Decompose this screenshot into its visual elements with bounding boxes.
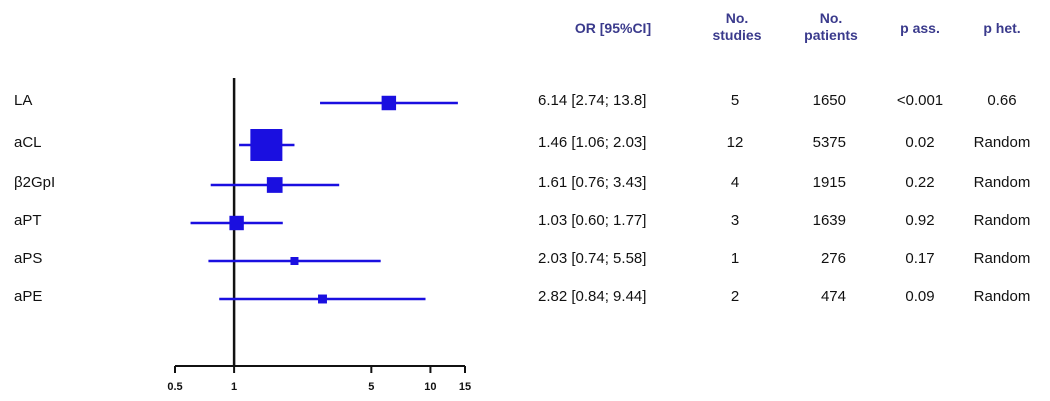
or-ci-cell: 1.61 [0.76; 3.43] [538, 174, 647, 191]
or-marker [290, 257, 299, 265]
forest-plot: 0.5 1 5 10 15 [167, 78, 471, 393]
patients-cell: 276 [820, 250, 846, 267]
studies-cell: 2 [730, 288, 740, 305]
patients-cell: 1639 [812, 212, 846, 229]
studies-cell: 12 [726, 134, 744, 151]
header-p-ass: p ass. [900, 20, 940, 36]
studies-cell: 4 [730, 174, 740, 191]
header-patients: No. patients [786, 10, 876, 44]
header-patients-line1: No. [819, 10, 843, 26]
row-label: β2GpI [14, 174, 56, 191]
x-tick-label: 15 [459, 381, 471, 393]
p-ass-cell: 0.02 [905, 134, 935, 151]
p-het-cell: Random [973, 174, 1031, 191]
p-het-cell: Random [973, 288, 1031, 305]
header-studies-line1: No. [725, 10, 749, 26]
or-marker [266, 177, 283, 193]
row-label: LA [14, 92, 33, 109]
p-ass-cell: 0.17 [905, 250, 935, 267]
or-ci-cell: 1.46 [1.06; 2.03] [538, 134, 647, 151]
row-label: aPE [14, 288, 43, 305]
p-ass-cell: 0.09 [905, 288, 935, 305]
or-ci-cell: 6.14 [2.74; 13.8] [538, 92, 647, 109]
patients-cell: 474 [820, 288, 846, 305]
or-marker [250, 129, 283, 161]
or-ci-cell: 2.03 [0.74; 5.58] [538, 250, 647, 267]
row-label: aPS [14, 250, 43, 267]
p-het-cell: Random [973, 212, 1031, 229]
p-ass-cell: 0.22 [905, 174, 935, 191]
studies-cell: 3 [730, 212, 740, 229]
x-tick-label: 1 [231, 381, 237, 393]
patients-cell: 1915 [812, 174, 846, 191]
header-p-het: p het. [983, 20, 1021, 36]
p-het-cell: Random [973, 134, 1031, 151]
studies-cell: 1 [730, 250, 740, 267]
row-label: aPT [14, 212, 42, 229]
p-ass-cell: <0.001 [896, 92, 944, 109]
header-or-ci: OR [95%CI] [574, 20, 652, 36]
studies-cell: 5 [730, 92, 740, 109]
row-label: aCL [14, 134, 42, 151]
or-ci-cell: 1.03 [0.60; 1.77] [538, 212, 647, 229]
patients-cell: 5375 [812, 134, 846, 151]
x-tick-label: 0.5 [167, 381, 182, 393]
or-marker [318, 294, 327, 304]
patients-cell: 1650 [812, 92, 846, 109]
x-tick-label: 5 [368, 381, 374, 393]
header-patients-line2: patients [804, 27, 858, 43]
header-studies: No. studies [692, 10, 782, 44]
or-marker [381, 95, 397, 111]
x-tick-label: 10 [424, 381, 436, 393]
p-het-cell: 0.66 [987, 92, 1017, 109]
p-het-cell: Random [973, 250, 1031, 267]
p-ass-cell: 0.92 [905, 212, 935, 229]
header-studies-line2: studies [712, 27, 762, 43]
or-marker [229, 215, 244, 231]
or-ci-cell: 2.82 [0.84; 9.44] [538, 288, 647, 305]
